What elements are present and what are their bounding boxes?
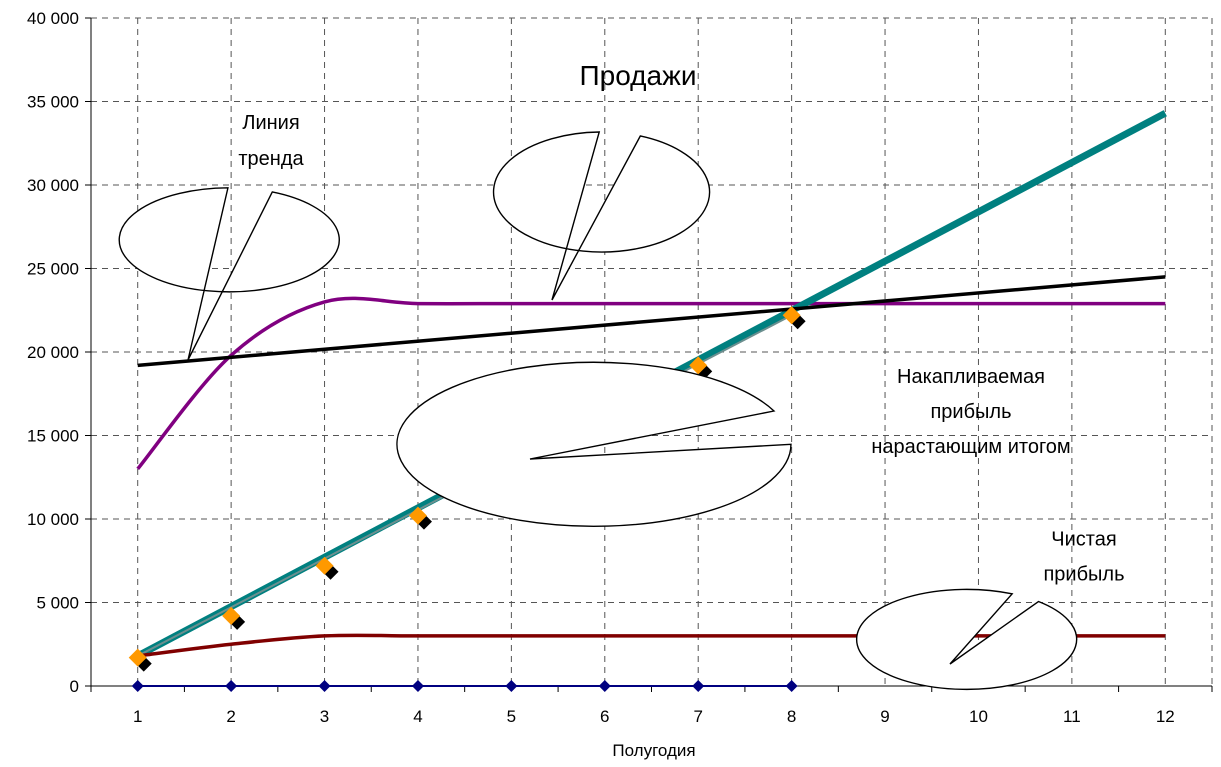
net-profit-line: [137, 633, 1166, 658]
cumulative-marker: [408, 506, 427, 525]
callout-text: Накапливаемая: [897, 366, 1045, 388]
x-tick-label: 5: [507, 707, 516, 726]
callout-sales: Продажи: [492, 60, 711, 301]
callout-text: Чистая: [1051, 529, 1116, 551]
y-tick-label: 40 000: [27, 9, 79, 28]
zero-line-marker: [785, 680, 798, 692]
x-tick-label: 11: [1063, 707, 1081, 726]
callout-bubble: [492, 131, 711, 301]
zero-line-marker: [131, 680, 144, 692]
callout-text: Линия: [242, 112, 299, 134]
grid: [91, 17, 1213, 686]
zero-line-marker: [505, 680, 518, 692]
y-tick-label: 5 000: [36, 594, 79, 613]
cumulative-marker: [222, 606, 241, 625]
callout-bubble: [396, 361, 792, 527]
x-tick-label: 4: [413, 707, 422, 726]
x-tick-label: 7: [693, 707, 702, 726]
callout-text: прибыль: [1043, 564, 1124, 586]
y-tick-label: 25 000: [27, 260, 79, 279]
trend-line: [137, 275, 1166, 368]
y-tick-label: 35 000: [27, 93, 79, 112]
x-axis-label: Полугодия: [612, 741, 695, 760]
sales-line: [136, 296, 1166, 471]
callouts: Линия тренда Продажи Накапливаемая прибыль на…: [118, 60, 1125, 691]
callout-bubble: [118, 187, 340, 361]
x-tick-label: 1: [133, 707, 142, 726]
y-tick-label: 10 000: [27, 510, 79, 529]
callout-bubble: [855, 588, 1078, 691]
zero-line-marker: [318, 680, 331, 692]
callout-net: Чистая прибыль: [855, 529, 1125, 691]
y-tick-label: 15 000: [27, 427, 79, 446]
y-tick-label: 0: [70, 677, 79, 696]
cumulative-marker: [782, 306, 801, 325]
y-tick-label: 30 000: [27, 176, 79, 195]
x-tick-label: 8: [787, 707, 796, 726]
callout-text: прибыль: [930, 401, 1011, 423]
x-tick-label: 2: [226, 707, 235, 726]
callout-text: тренда: [238, 148, 304, 170]
axes: 0 5 000 10 000 15 000 20 000 25 000 30 000 35 0…: [27, 9, 1213, 726]
cumulative-marker: [315, 556, 334, 575]
x-tick-label: 6: [600, 707, 609, 726]
callout-cumulative: Накапливаемая прибыль нарастающим итогом: [396, 361, 1071, 527]
x-tick-label: 12: [1156, 707, 1175, 726]
x-tick-label: 9: [880, 707, 889, 726]
y-tick-label: 20 000: [27, 343, 79, 362]
callout-trend: Линия тренда: [118, 112, 340, 361]
zero-line-marker: [411, 680, 424, 692]
callout-text: нарастающим итогом: [871, 436, 1070, 458]
cumulative-marker: [689, 356, 708, 375]
zero-line-marker: [692, 680, 705, 692]
zero-line-marker: [598, 680, 611, 692]
cumulative-marker: [128, 648, 147, 667]
x-tick-label: 3: [320, 707, 329, 726]
callout-text: Продажи: [580, 60, 697, 91]
x-tick-label: 10: [969, 707, 988, 726]
zero-line-marker: [225, 680, 238, 692]
